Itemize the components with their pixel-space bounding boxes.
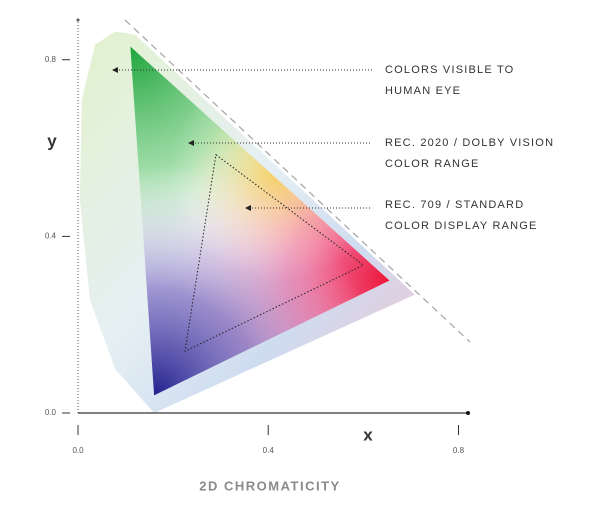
annotation-text: COLOR DISPLAY RANGE xyxy=(385,220,538,232)
annotation-text: REC. 2020 / DOLBY VISION xyxy=(385,137,554,149)
leader-arrow xyxy=(188,140,194,146)
x-tick-label: 0.4 xyxy=(263,446,275,455)
annotations: COLORS VISIBLE TO HUMAN EYE REC. 2020 / DO… xyxy=(112,64,554,232)
y-tick-label: 0.8 xyxy=(45,55,57,64)
chart-title: 2D CHROMATICITY xyxy=(199,478,340,493)
y-axis-label: y xyxy=(47,131,57,150)
plot-area: 0.0 0.4 0.8 0.0 0.4 0.8 xyxy=(45,18,470,455)
y-tick-label: 0.0 xyxy=(45,408,57,417)
axis-end xyxy=(466,411,470,415)
x-tick-label: 0.0 xyxy=(72,446,84,455)
rec2020-gamut-shade xyxy=(130,46,390,396)
x-tick-label: 0.8 xyxy=(453,446,465,455)
annotation-text: COLORS VISIBLE TO xyxy=(385,64,514,76)
annotation-text: HUMAN EYE xyxy=(385,85,461,97)
leader-arrow xyxy=(245,205,251,211)
rec709-gamut xyxy=(184,153,365,353)
reference-line xyxy=(124,19,471,343)
annotation-text: COLOR RANGE xyxy=(385,158,480,170)
y-tick-label: 0.4 xyxy=(45,231,57,240)
leader-arrow xyxy=(112,67,118,73)
annotation-text: REC. 709 / STANDARD xyxy=(385,199,524,211)
axis-end xyxy=(76,18,80,22)
x-axis-label: x xyxy=(363,425,373,444)
